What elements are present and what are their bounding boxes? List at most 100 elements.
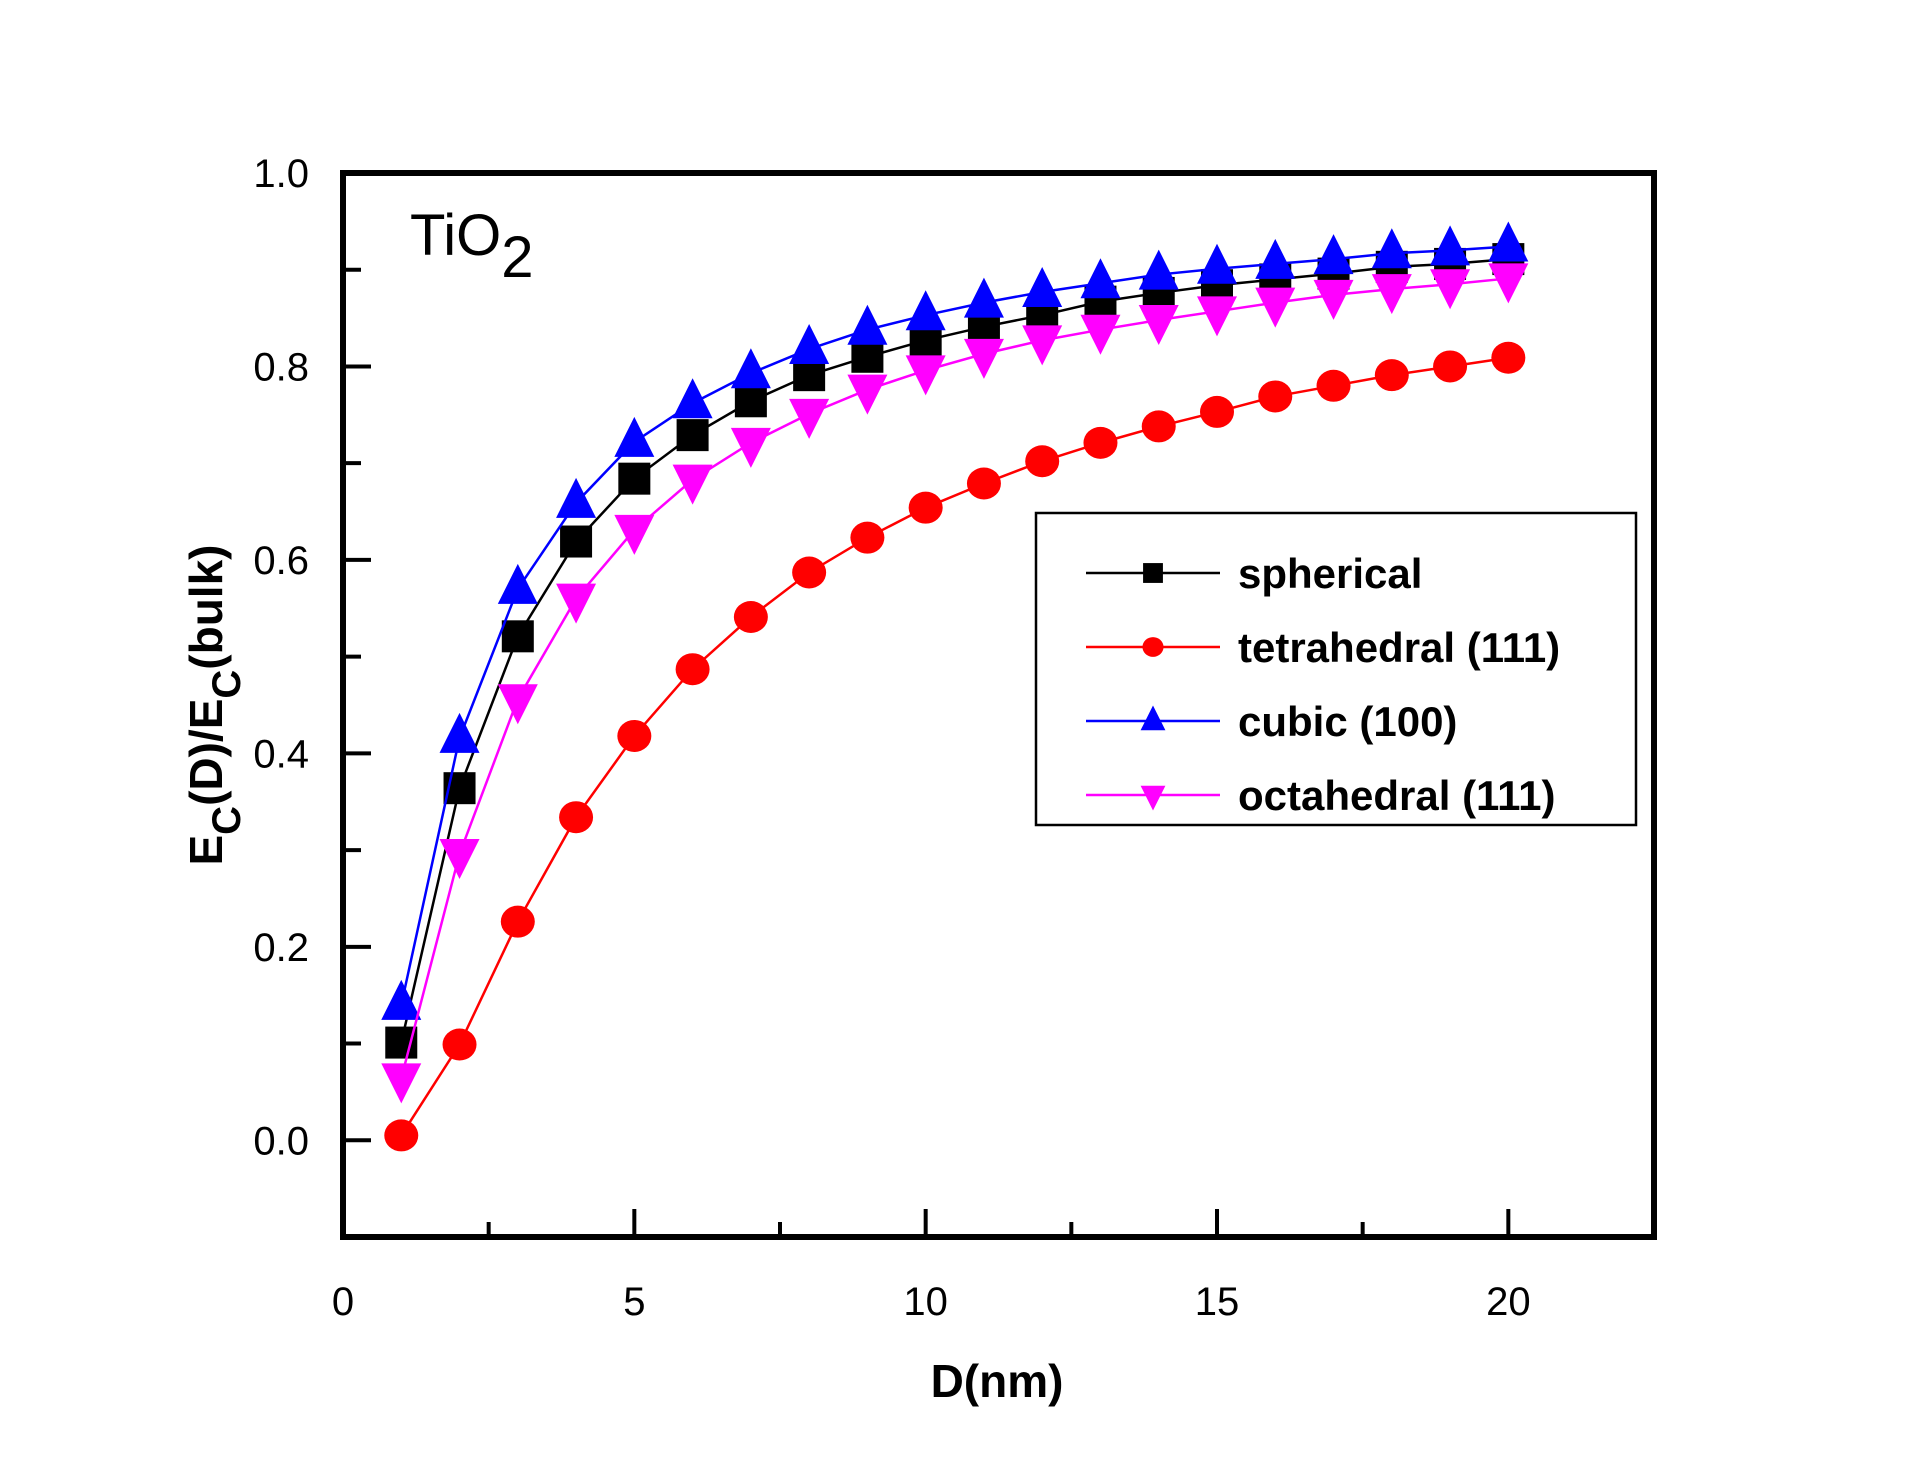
data-point <box>789 398 830 439</box>
data-point <box>556 583 597 624</box>
data-point <box>793 359 826 392</box>
y-label-part: (D)/E <box>180 699 232 806</box>
y-tick-label: 0.4 <box>253 732 309 776</box>
data-point <box>1080 258 1121 299</box>
plot-frame <box>340 170 1657 1240</box>
x-tick-label: 20 <box>1486 1280 1531 1324</box>
legend-marker <box>1140 785 1166 811</box>
data-point <box>1083 426 1118 459</box>
x-axis-title: D(nm) <box>931 1355 1064 1407</box>
annotation-subscript: 2 <box>501 225 533 290</box>
data-point <box>908 491 943 524</box>
data-point <box>730 348 771 389</box>
data-point <box>497 563 538 604</box>
annotation-main: TiO <box>410 203 501 268</box>
y-label-subscript: C <box>205 670 249 699</box>
data-point <box>850 521 885 554</box>
data-point <box>1313 279 1354 320</box>
data-point <box>1491 341 1526 374</box>
series-layer <box>381 221 1529 1152</box>
data-point <box>789 324 830 365</box>
x-tick-label: 15 <box>1195 1280 1240 1324</box>
data-point <box>559 801 594 834</box>
data-point <box>672 464 713 505</box>
data-point <box>384 1119 419 1152</box>
legend-label: spherical <box>1238 550 1422 597</box>
data-point <box>1022 325 1063 366</box>
data-point <box>1430 225 1471 266</box>
y-axis-title: EC(D)/EC(bulk) <box>180 545 249 866</box>
data-point <box>905 355 946 396</box>
data-point <box>618 462 651 495</box>
data-point <box>614 514 655 555</box>
x-tick-label: 0 <box>332 1280 354 1324</box>
data-point <box>1138 249 1179 290</box>
data-point <box>1080 314 1121 355</box>
data-point <box>847 374 888 415</box>
y-label-subscript: C <box>205 806 249 835</box>
y-tick-label: 0.8 <box>253 345 309 389</box>
legend-label: octahedral (111) <box>1238 772 1555 819</box>
data-point <box>381 979 422 1020</box>
series-octahedral-111 <box>381 263 1529 1104</box>
annotation-tio2: TiO2 <box>410 203 534 290</box>
legend-box <box>1034 511 1638 827</box>
data-point <box>1374 359 1409 392</box>
data-point <box>1141 410 1176 443</box>
data-point <box>963 277 1004 318</box>
data-point <box>617 719 652 752</box>
data-point <box>676 419 709 452</box>
legend-label: cubic (100) <box>1238 698 1457 745</box>
data-point <box>1430 269 1471 310</box>
data-point <box>556 477 597 518</box>
data-point <box>1197 243 1237 284</box>
legend: spherical tetrahedral (111) cubic (100) oct… <box>1034 511 1638 827</box>
y-label-part: E <box>180 835 232 866</box>
data-point <box>1433 350 1468 383</box>
axes-layer: 0 5 10 15 20 0.0 0.2 0.4 0.6 0.8 1.0 <box>253 152 1657 1324</box>
data-point <box>734 385 767 418</box>
data-point <box>1488 221 1529 262</box>
legend-marker <box>1142 637 1164 657</box>
data-point <box>385 1026 418 1059</box>
series-cubic-100 <box>381 221 1529 1020</box>
series-tetrahedral-111 <box>384 341 1526 1152</box>
legend-item: cubic (100) <box>1086 698 1457 745</box>
data-point <box>672 378 713 419</box>
data-point <box>1255 238 1296 279</box>
x-tick-label: 5 <box>623 1280 645 1324</box>
legend-label: tetrahedral (111) <box>1238 624 1560 671</box>
data-point <box>439 838 480 879</box>
data-point <box>381 1063 422 1104</box>
data-point <box>1138 305 1179 346</box>
data-point <box>497 684 538 725</box>
data-point <box>1371 228 1412 269</box>
data-point <box>1316 369 1351 402</box>
y-tick-label: 1.0 <box>253 152 309 196</box>
legend-item: tetrahedral (111) <box>1086 624 1560 671</box>
data-point <box>730 427 771 468</box>
x-tick-label: 10 <box>903 1280 948 1324</box>
data-point <box>1488 263 1529 304</box>
y-tick-label: 0.0 <box>253 1119 309 1163</box>
data-point <box>1313 234 1354 275</box>
y-tick-label: 0.2 <box>253 926 309 970</box>
data-point <box>1197 296 1237 337</box>
data-point <box>1255 287 1296 328</box>
legend-item: spherical <box>1086 550 1422 597</box>
data-point <box>733 600 768 633</box>
legend-item: octahedral (111) <box>1086 772 1555 819</box>
data-point <box>442 1028 477 1061</box>
data-point <box>675 653 710 686</box>
data-point <box>500 905 535 938</box>
data-point <box>501 620 534 653</box>
y-label-part: (bulk) <box>180 545 232 670</box>
y-tick-label: 0.6 <box>253 539 309 583</box>
data-point <box>847 304 888 345</box>
data-point <box>792 556 827 589</box>
data-point <box>439 712 480 753</box>
data-point <box>560 525 593 558</box>
data-point <box>1258 380 1293 413</box>
data-point <box>851 340 884 373</box>
